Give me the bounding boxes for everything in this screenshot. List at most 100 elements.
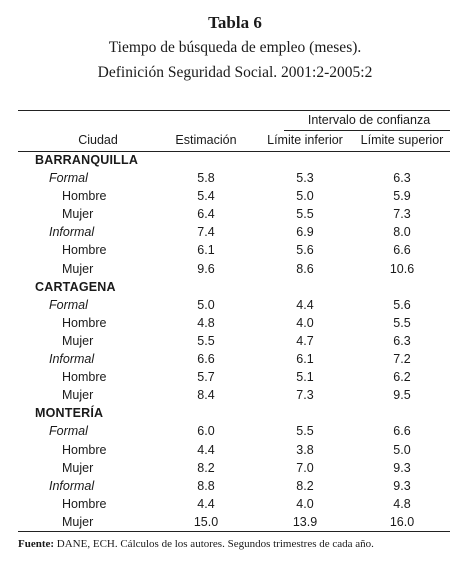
lower-limit-value: 4.0 (296, 496, 314, 511)
row-label: Hombre (62, 189, 107, 204)
row-label: Hombre (62, 496, 107, 511)
data-table: Intervalo de confianza Ciudad Estimación… (18, 110, 450, 532)
estimate-value: 5.7 (197, 370, 215, 385)
upper-limit-value: 6.2 (393, 370, 411, 385)
confidence-interval-header: Intervalo de confianza (307, 113, 431, 127)
lower-limit-value: 4.7 (296, 333, 314, 348)
table-title: Tabla 6 (208, 13, 262, 32)
estimate-value: 6.4 (197, 207, 215, 222)
header-lower-limit: Límite inferior (267, 133, 343, 147)
lower-limit-value: 3.8 (296, 442, 314, 457)
upper-limit-value: 10.6 (389, 261, 415, 276)
header-city: Ciudad (78, 133, 118, 147)
upper-limit-value: 9.3 (393, 460, 411, 475)
estimate-value: 5.0 (197, 297, 215, 312)
row-label: Hombre (62, 315, 107, 330)
estimate-value: 15.0 (193, 514, 219, 529)
header-rule (18, 151, 450, 152)
lower-limit-value: 5.5 (296, 207, 314, 222)
estimate-value: 8.2 (197, 460, 215, 475)
table-definition: Definición Seguridad Social. 2001:2-2005… (97, 64, 373, 81)
row-label: Formal (49, 424, 88, 439)
sex-row: Mujer 9.6 8.6 10.6 (18, 261, 450, 279)
row-label: BARRANQUILLA (35, 153, 139, 167)
estimate-value: 6.1 (197, 243, 215, 258)
lower-limit-value: 5.5 (296, 424, 314, 439)
estimate-value: 5.8 (197, 171, 215, 186)
sex-row: Mujer 8.2 7.0 9.3 (18, 460, 450, 478)
upper-limit-value: 16.0 (389, 514, 415, 529)
header-upper-limit: Límite superior (360, 133, 444, 147)
sector-row: Formal 5.0 4.4 5.6 (18, 297, 450, 315)
row-label: Mujer (62, 514, 94, 529)
sector-row: Informal 7.4 6.9 8.0 (18, 224, 450, 242)
lower-limit-value: 13.9 (292, 514, 318, 529)
row-label: Hombre (62, 442, 107, 457)
source-note: Fuente: DANE, ECH. Cálculos de los autor… (18, 538, 458, 550)
lower-limit-value: 6.9 (296, 225, 314, 240)
sex-row: Hombre 5.7 5.1 6.2 (18, 369, 450, 387)
row-label: Mujer (62, 460, 94, 475)
header-estimate: Estimación (175, 133, 237, 147)
estimate-value: 7.4 (197, 225, 215, 240)
upper-limit-value: 5.6 (393, 297, 411, 312)
sex-row: Hombre 4.4 4.0 4.8 (18, 496, 450, 514)
row-label: Formal (49, 171, 88, 186)
row-label: Hombre (62, 243, 107, 258)
estimate-value: 5.5 (197, 333, 215, 348)
lower-limit-value: 5.3 (296, 171, 314, 186)
sex-row: Mujer 5.5 4.7 6.3 (18, 333, 450, 351)
row-label: Mujer (62, 207, 94, 222)
estimate-value: 5.4 (197, 189, 215, 204)
row-label: Mujer (62, 388, 94, 403)
sex-row: Hombre 5.4 5.0 5.9 (18, 188, 450, 206)
table-body: BARRANQUILLA Formal 5.8 5.3 6.3 Hombre 5.4 5.0 5… (18, 152, 450, 532)
upper-limit-value: 6.6 (393, 424, 411, 439)
lower-limit-value: 8.6 (296, 261, 314, 276)
upper-limit-value: 9.3 (393, 478, 411, 493)
sex-row: Hombre 4.8 4.0 5.5 (18, 315, 450, 333)
sector-row: Formal 5.8 5.3 6.3 (18, 170, 450, 188)
lower-limit-value: 5.1 (296, 370, 314, 385)
upper-limit-value: 7.2 (393, 352, 411, 367)
lower-limit-value: 4.0 (296, 315, 314, 330)
sector-row: Informal 8.8 8.2 9.3 (18, 478, 450, 496)
source-text: DANE, ECH. Cálculos de los autores. Segu… (56, 538, 374, 550)
city-row: CARTAGENA (18, 279, 450, 297)
city-row: MONTERÍA (18, 405, 450, 423)
sex-row: Mujer 6.4 5.5 7.3 (18, 206, 450, 224)
row-label: CARTAGENA (35, 279, 116, 294)
upper-limit-value: 6.3 (393, 171, 411, 186)
row-label: MONTERÍA (35, 406, 104, 421)
lower-limit-value: 7.0 (296, 460, 314, 475)
row-label: Informal (49, 478, 95, 493)
estimate-value: 8.4 (197, 388, 215, 403)
row-label: Hombre (62, 370, 107, 385)
sex-row: Mujer 15.0 13.9 16.0 (18, 514, 450, 532)
lower-limit-value: 7.3 (296, 388, 314, 403)
estimate-value: 4.4 (197, 442, 215, 457)
city-row: BARRANQUILLA (18, 152, 450, 170)
row-label: Informal (49, 352, 95, 367)
estimate-value: 4.8 (197, 315, 215, 330)
lower-limit-value: 5.0 (296, 189, 314, 204)
lower-limit-value: 8.2 (296, 478, 314, 493)
upper-limit-value: 7.3 (393, 207, 411, 222)
lower-limit-value: 5.6 (296, 243, 314, 258)
confidence-interval-rule (284, 130, 450, 131)
table-subtitle: Tiempo de búsqueda de empleo (meses). (108, 39, 362, 56)
upper-limit-value: 8.0 (393, 225, 411, 240)
upper-limit-value: 5.0 (393, 442, 411, 457)
sex-row: Mujer 8.4 7.3 9.5 (18, 387, 450, 405)
sex-row: Hombre 6.1 5.6 6.6 (18, 242, 450, 260)
lower-limit-value: 4.4 (296, 297, 314, 312)
sector-row: Formal 6.0 5.5 6.6 (18, 423, 450, 441)
estimate-value: 6.6 (197, 352, 215, 367)
estimate-value: 8.8 (197, 478, 215, 493)
row-label: Mujer (62, 261, 94, 276)
estimate-value: 6.0 (197, 424, 215, 439)
estimate-value: 4.4 (197, 496, 215, 511)
upper-limit-value: 9.5 (393, 388, 411, 403)
source-label: Fuente: (18, 538, 55, 550)
upper-limit-value: 5.5 (393, 315, 411, 330)
